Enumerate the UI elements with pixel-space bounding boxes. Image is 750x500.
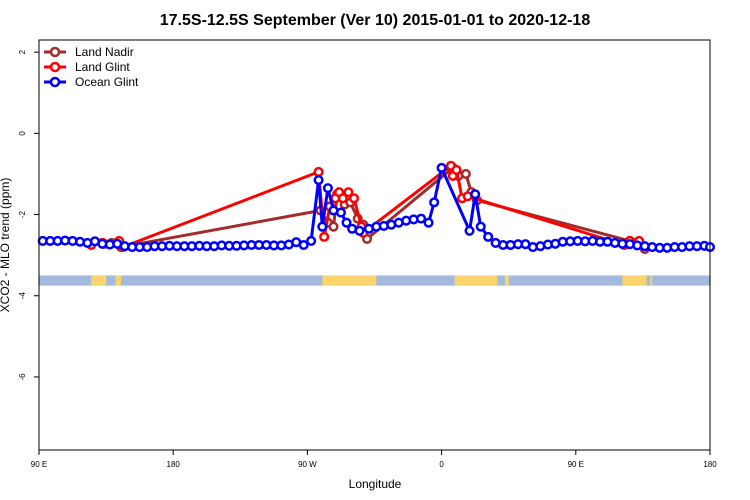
chart-title: 17.5S-12.5S September (Ver 10) 2015-01-0…	[160, 12, 591, 29]
ocean-glint-point-54	[429, 197, 440, 208]
land-glint-point-11	[348, 193, 360, 204]
ocean-glint-point-39	[322, 183, 333, 194]
x-axis-label: Longitude	[349, 477, 402, 491]
y-tick-label-4: -6	[18, 373, 27, 381]
ocean-glint-point-59	[483, 231, 494, 242]
legend-label-ocean-glint: Ocean Glint	[75, 75, 139, 89]
y-tick-label-3: -4	[18, 292, 27, 300]
land-mask-strip	[39, 275, 710, 286]
series-layer	[37, 160, 716, 255]
y-axis: 2 0 -2 -4 -6	[18, 49, 39, 380]
ocean-glint-point-58	[475, 221, 486, 232]
land-segment-3	[454, 275, 498, 286]
ocean-glint-point-44	[354, 225, 365, 236]
ocean-glint-point-52	[416, 213, 427, 224]
legend-marker-ocean-glint	[49, 76, 61, 88]
land-segment-6	[650, 275, 653, 286]
legend-label-land-nadir: Land Nadir	[75, 45, 134, 59]
plot-frame	[38, 39, 711, 451]
ocean-glint-point-41	[335, 207, 347, 218]
land-segment-0	[91, 275, 107, 286]
ocean-glint-point-56	[464, 225, 475, 236]
y-tick-label-1: 0	[18, 131, 27, 136]
ocean-glint-point-55	[436, 162, 447, 173]
land-glint-point-10	[343, 187, 354, 198]
land-glint-point-4	[313, 166, 324, 177]
ocean-glint-point-35	[298, 239, 309, 251]
land-glint-point-5	[319, 231, 330, 242]
ocean-glint-point-53	[423, 217, 434, 228]
land-glint-point-16	[451, 164, 462, 175]
ocean-glint-point-37	[313, 174, 324, 186]
x-tick-label-0: 90 E	[31, 460, 47, 469]
ocean-glint-point-38	[317, 221, 328, 232]
legend-marker-land-nadir	[49, 46, 61, 58]
y-tick-label-0: 2	[18, 49, 27, 54]
x-tick-label-3: 0	[439, 460, 444, 469]
legend-marker-land-glint	[49, 61, 61, 73]
y-axis-label: XCO2 - MLO trend (ppm)	[0, 178, 12, 313]
land-segment-1	[115, 275, 122, 286]
x-tick-label-1: 180	[167, 460, 181, 469]
land-glint-point-9	[337, 193, 348, 204]
land-nadir-point-6	[328, 221, 339, 232]
x-tick-label-2: 90 W	[298, 460, 317, 469]
land-nadir-point-15	[460, 168, 471, 180]
ocean-glint-point-36	[306, 235, 317, 246]
ocean-glint-point-42	[341, 217, 352, 228]
y-tick-label-2: -2	[18, 210, 27, 218]
x-tick-label-5: 180	[703, 460, 717, 469]
x-axis: 90 E 180 90 W 0 90 E 180	[31, 450, 717, 469]
legend-label-land-glint: Land Glint	[75, 60, 130, 74]
land-segment-4	[504, 275, 509, 286]
ocean-glint-point-57	[470, 189, 481, 200]
series-ocean-glint	[37, 162, 716, 253]
land-segment-5	[622, 275, 647, 286]
x-tick-label-4: 90 E	[568, 460, 584, 469]
land-segment-2	[322, 275, 377, 286]
